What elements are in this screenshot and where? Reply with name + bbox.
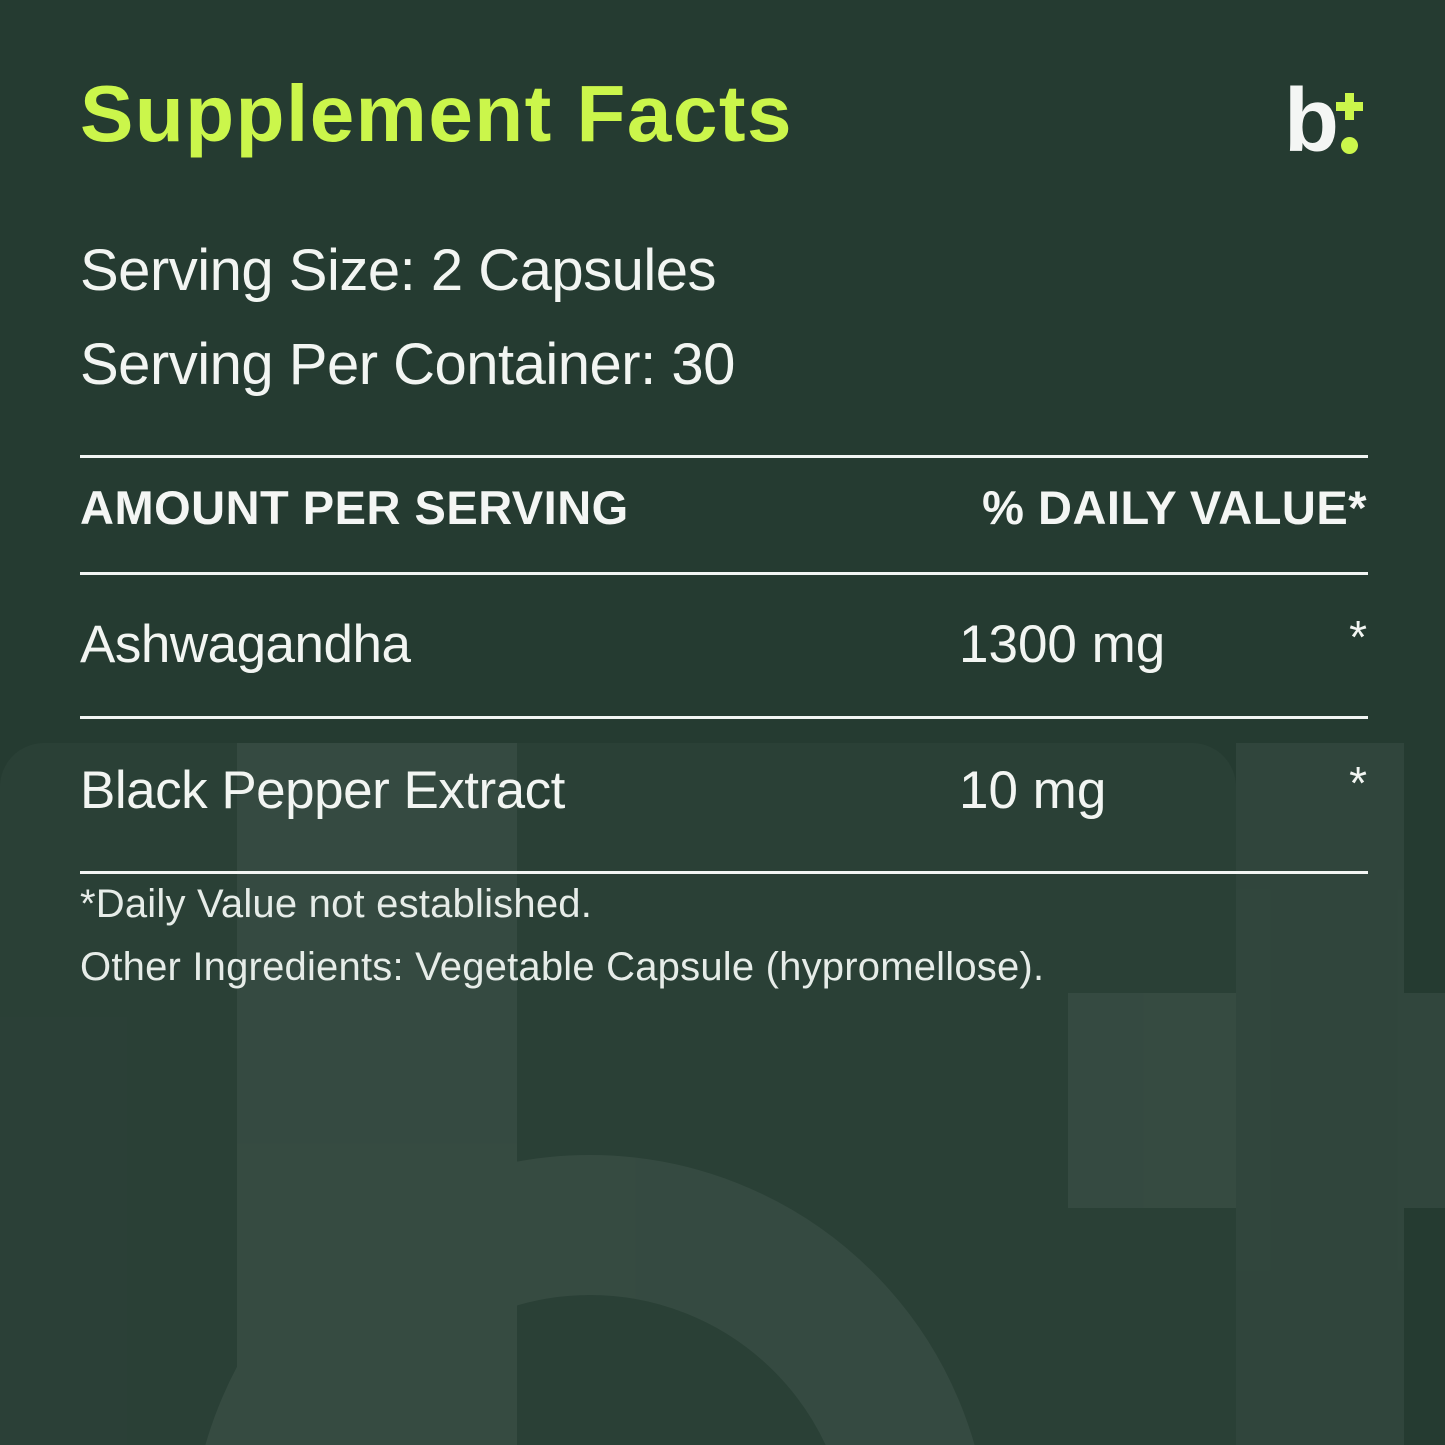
logo-plus-icon [1336,93,1363,120]
table-row-ingredient-name: Black Pepper Extract [80,761,565,820]
logo-dot-icon [1341,137,1358,154]
divider-row1 [80,716,1368,719]
other-ingredients-text: Other Ingredients: Vegetable Capsule (hy… [80,945,1045,989]
page-title: Supplement Facts [80,69,794,158]
watermark-plus-arm-left [1068,993,1236,1208]
brand-logo: b [1284,76,1370,166]
divider-header [80,572,1368,575]
watermark-plus-vertical [1236,743,1404,1445]
column-header-daily-value: % DAILY VALUE* [982,481,1367,534]
table-row-ingredient-name: Ashwagandha [80,615,411,674]
divider-top [80,455,1368,458]
watermark-plus-arm-right [1404,993,1445,1208]
daily-value-footnote: *Daily Value not established. [80,882,593,926]
column-header-amount: AMOUNT PER SERVING [80,481,629,534]
logo-letter-b: b [1284,71,1339,171]
serving-per-container-text: Serving Per Container: 30 [80,332,735,397]
table-row-amount: 1300 mg [959,615,1166,674]
table-row-daily-value: * [1349,611,1367,663]
serving-size-text: Serving Size: 2 Capsules [80,238,717,303]
table-row-daily-value: * [1349,757,1367,809]
logo-plus-vertical-bar [1345,93,1354,120]
divider-row2 [80,871,1368,874]
table-row-amount: 10 mg [959,761,1107,820]
